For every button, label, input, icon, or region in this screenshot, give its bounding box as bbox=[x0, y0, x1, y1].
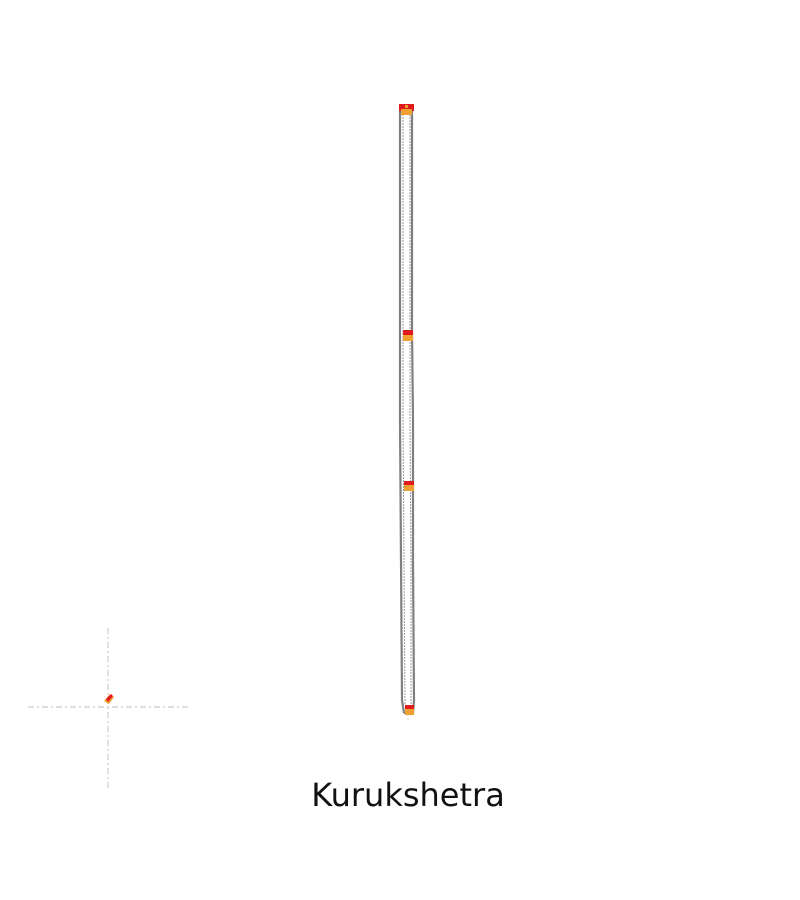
station-marker-icon bbox=[399, 104, 414, 115]
station-marker-icon bbox=[405, 705, 414, 715]
station-marker-icon bbox=[404, 481, 414, 491]
locator-icon bbox=[104, 694, 114, 704]
station-marker-icon bbox=[403, 330, 413, 341]
route-outline-left bbox=[398, 111, 406, 714]
locator-inset bbox=[28, 628, 188, 788]
map-title: Kurukshetra bbox=[311, 776, 505, 814]
route-outline-inner-left bbox=[402, 114, 406, 706]
